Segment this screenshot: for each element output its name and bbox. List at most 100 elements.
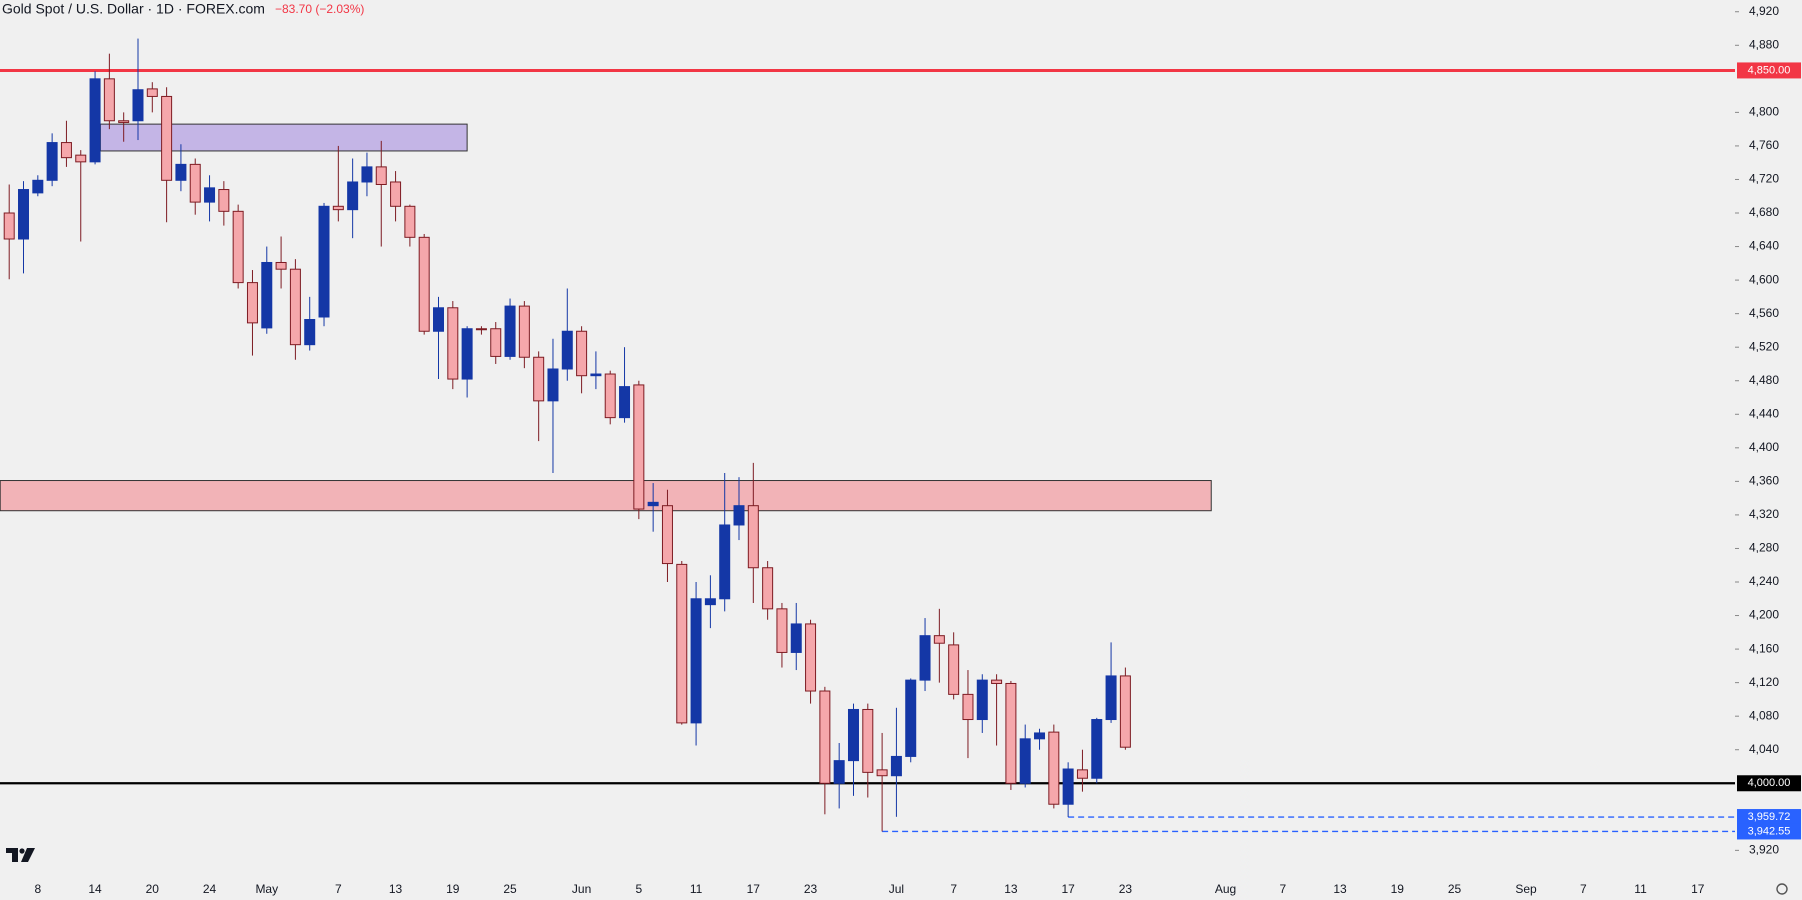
y-tick-label: 4,360 (1749, 474, 1779, 488)
candle-body (175, 163, 187, 181)
y-tick-label: 4,120 (1749, 675, 1779, 689)
x-tick-label: 7 (1580, 882, 1587, 896)
candle-body (647, 501, 659, 507)
candle-body (89, 78, 101, 163)
candle-body (103, 78, 115, 122)
y-tick-label: 4,720 (1749, 172, 1779, 186)
x-tick-label: 20 (146, 882, 160, 896)
candle-body (905, 679, 917, 757)
x-tick-label: Jun (572, 882, 591, 896)
y-tick-label: 4,400 (1749, 440, 1779, 454)
y-tick-label: 4,680 (1749, 205, 1779, 219)
y-tick-label: 4,880 (1749, 37, 1779, 51)
candle-body (1019, 738, 1031, 784)
y-tick-label: 4,040 (1749, 742, 1779, 756)
level-label: 4,000.00 (1748, 777, 1791, 789)
candle-body (3, 212, 15, 240)
candle-body (75, 154, 87, 163)
candle-body (404, 205, 416, 238)
candle-body (661, 505, 673, 565)
candle-body (60, 142, 72, 159)
x-tick-label: Sep (1515, 882, 1537, 896)
candle-body (547, 368, 559, 402)
x-tick-label: 13 (1004, 882, 1018, 896)
y-tick-label: 4,520 (1749, 339, 1779, 353)
y-tick-label: 4,240 (1749, 574, 1779, 588)
x-tick-label: 23 (804, 882, 818, 896)
candle-body (490, 328, 502, 357)
chart-title: Gold Spot / U.S. Dollar · 1D · FOREX.com (2, 1, 265, 17)
y-tick-label: 4,320 (1749, 507, 1779, 521)
candle-body (676, 563, 688, 724)
level-label-box (1737, 62, 1801, 79)
x-tick-label: 11 (690, 882, 703, 896)
candle-body (475, 328, 487, 331)
candle-body (304, 319, 316, 346)
x-tick-label: 17 (747, 882, 761, 896)
zone (99, 123, 468, 152)
y-tick-label: 4,600 (1749, 272, 1779, 286)
candle-body (790, 623, 802, 653)
candle-body (590, 373, 602, 377)
candle-body (1091, 719, 1103, 779)
price-change: −83.70 (−2.03%) (275, 2, 364, 16)
settings-icon[interactable] (1776, 883, 1788, 895)
candle-body (762, 567, 774, 610)
candle-body (361, 166, 373, 183)
candle-body (118, 120, 130, 123)
candle-body (962, 693, 974, 721)
candle-body (1076, 769, 1088, 779)
candle-body (1105, 675, 1117, 721)
candle-body (533, 356, 545, 402)
candle-body (690, 598, 702, 724)
x-tick-label: 17 (1061, 882, 1075, 896)
x-tick-label: 13 (389, 882, 403, 896)
x-tick-label: 7 (1279, 882, 1286, 896)
candle-body (876, 769, 888, 777)
candle-body (275, 261, 287, 270)
candle-body (604, 373, 616, 419)
x-tick-label: Jul (889, 882, 904, 896)
candle-body (948, 644, 960, 695)
y-tick-label: 4,800 (1749, 105, 1779, 119)
candle-body (1048, 731, 1060, 805)
x-tick-label: 19 (1391, 882, 1405, 896)
candle-body (819, 690, 831, 784)
candle-body (46, 142, 58, 181)
candle-body (347, 181, 359, 211)
candle-body (919, 635, 931, 681)
level-label-box (1737, 823, 1801, 840)
candle-body (991, 679, 1003, 684)
candle-body (719, 524, 731, 600)
candle-body (18, 189, 30, 240)
x-tick-label: 14 (88, 882, 102, 896)
candle-body (747, 505, 759, 569)
level-label: 4,850.00 (1748, 64, 1791, 76)
x-tick-label: 11 (1634, 882, 1647, 896)
y-tick-label: 3,920 (1749, 843, 1779, 857)
y-tick-label: 4,480 (1749, 373, 1779, 387)
candle-body (332, 205, 344, 211)
x-tick-label: 7 (335, 882, 342, 896)
zone (0, 480, 1212, 512)
candles (3, 38, 1131, 832)
y-tick-label: 4,080 (1749, 708, 1779, 722)
axes: 4,920 4,880 4,800 4,760 4,720 4,680 4,640 4,600… (34, 4, 1801, 896)
x-tick-label: 17 (1691, 882, 1705, 896)
candle-body (204, 187, 216, 203)
candle-body (518, 305, 530, 358)
x-tick-label: 13 (1333, 882, 1347, 896)
y-tick-label: 4,280 (1749, 541, 1779, 555)
candle-body (218, 189, 230, 212)
y-tick-label: 4,760 (1749, 138, 1779, 152)
level-label: 3,959.72 (1748, 811, 1791, 823)
candle-body (561, 330, 573, 370)
x-tick-label: 8 (34, 882, 41, 896)
candle-body (261, 261, 273, 329)
candle-body (32, 179, 44, 194)
candle-body (833, 760, 845, 784)
candle-body (862, 708, 874, 773)
level-label-box (1737, 775, 1801, 792)
candle-body (232, 210, 244, 284)
candle-body (805, 623, 817, 692)
